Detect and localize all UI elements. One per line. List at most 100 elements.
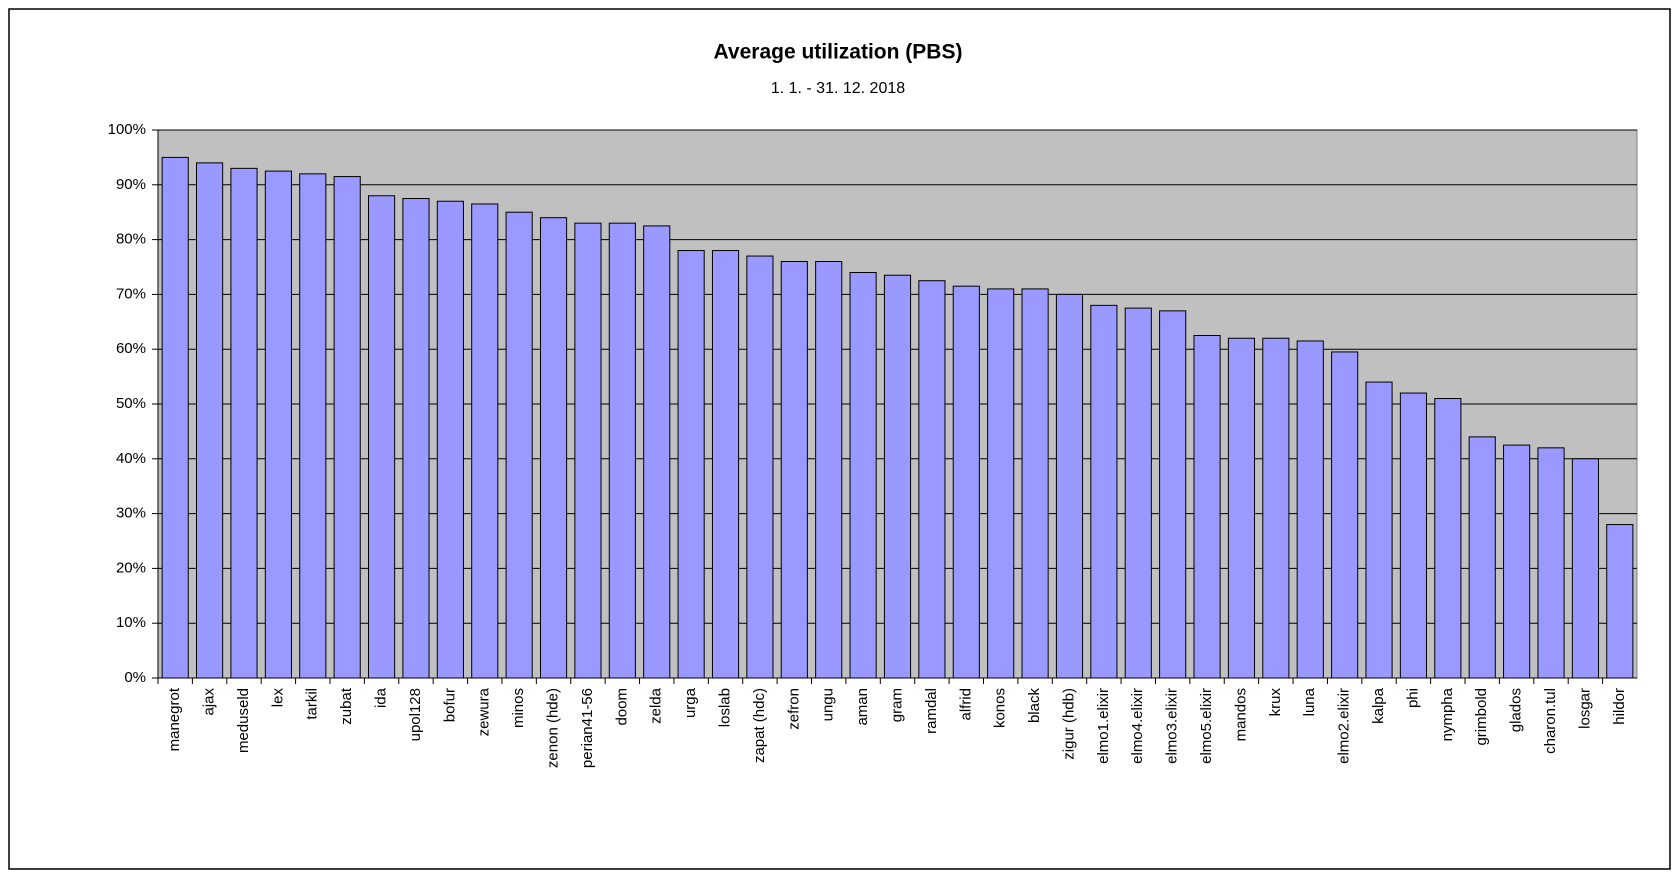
x-tick-label: zapat (hdc) bbox=[751, 688, 768, 763]
chart-title: Average utilization (PBS) bbox=[714, 41, 963, 64]
x-tick-label: aman bbox=[854, 688, 871, 726]
x-tick-label: doom bbox=[613, 688, 630, 726]
x-tick-label: luna bbox=[1301, 687, 1318, 716]
y-tick-label: 0% bbox=[124, 669, 146, 686]
x-tick-label: mandos bbox=[1232, 688, 1249, 741]
y-tick-label: 50% bbox=[116, 395, 146, 412]
x-tick-label: elmo4.elixir bbox=[1129, 688, 1146, 764]
bar bbox=[1021, 288, 1049, 679]
bar bbox=[918, 280, 946, 679]
x-tick-label: zubat bbox=[338, 687, 355, 725]
x-tick-label: black bbox=[1026, 688, 1043, 724]
bar bbox=[1296, 340, 1324, 679]
x-tick-label: zewura bbox=[476, 687, 493, 736]
bar bbox=[230, 167, 258, 679]
y-tick-label: 100% bbox=[108, 121, 146, 138]
bar bbox=[436, 200, 464, 679]
x-tick-label: lex bbox=[269, 688, 286, 708]
bar bbox=[1468, 436, 1496, 679]
x-tick-label: elmo2.elixir bbox=[1336, 688, 1353, 764]
x-tick-label: upol128 bbox=[407, 688, 424, 741]
bar bbox=[1055, 293, 1084, 679]
bar bbox=[815, 261, 843, 679]
bar bbox=[539, 217, 568, 679]
bar bbox=[746, 255, 774, 679]
bar bbox=[1124, 307, 1152, 679]
x-tick-label: minos bbox=[510, 688, 527, 728]
bar bbox=[196, 162, 224, 679]
bar bbox=[264, 170, 292, 679]
x-tick-label: ajax bbox=[201, 688, 218, 716]
x-tick-label: glados bbox=[1508, 688, 1525, 732]
x-tick-label: alfrid bbox=[957, 688, 974, 721]
y-tick-label: 60% bbox=[116, 340, 146, 357]
bar bbox=[608, 222, 636, 679]
bar bbox=[1090, 304, 1118, 679]
x-tick-label: konos bbox=[992, 688, 1009, 728]
bar bbox=[1227, 337, 1256, 679]
y-tick-label: 40% bbox=[116, 450, 146, 467]
bar bbox=[367, 195, 396, 679]
bar bbox=[574, 222, 602, 679]
x-tick-label: gram bbox=[888, 688, 905, 722]
bar bbox=[333, 176, 361, 679]
y-tick-label: 70% bbox=[116, 285, 146, 302]
x-tick-label: meduseld bbox=[235, 688, 252, 753]
bar bbox=[643, 225, 671, 679]
bar bbox=[1571, 458, 1599, 679]
x-tick-label: ramdal bbox=[923, 688, 940, 734]
bar bbox=[711, 250, 740, 679]
x-tick-label: zigur (hdb) bbox=[1060, 688, 1077, 760]
bar bbox=[1159, 310, 1187, 679]
x-tick-label: zelda bbox=[648, 687, 665, 724]
bar bbox=[402, 198, 430, 679]
x-tick-label: ungu bbox=[820, 688, 837, 721]
x-tick-label: elmo1.elixir bbox=[1095, 688, 1112, 764]
x-tick-label: krux bbox=[1267, 688, 1284, 717]
bar bbox=[1193, 335, 1221, 679]
y-tick-label: 80% bbox=[116, 231, 146, 248]
x-tick-label: bofur bbox=[441, 688, 458, 722]
bar bbox=[505, 211, 533, 679]
bar bbox=[780, 261, 808, 679]
x-tick-label: hildor bbox=[1611, 688, 1628, 725]
bar bbox=[677, 250, 705, 679]
bar bbox=[952, 285, 980, 679]
bar bbox=[987, 288, 1015, 679]
bar bbox=[1331, 351, 1359, 679]
x-tick-label: perian41-56 bbox=[579, 688, 596, 768]
x-tick-label: nympha bbox=[1439, 687, 1456, 741]
x-tick-label: zefron bbox=[785, 688, 802, 730]
x-tick-label: ida bbox=[373, 687, 390, 708]
bar bbox=[849, 271, 877, 679]
x-tick-label: phi bbox=[1404, 688, 1421, 708]
chart-subtitle: 1. 1. - 31. 12. 2018 bbox=[771, 80, 905, 97]
bar bbox=[471, 203, 499, 679]
x-tick-label: elmo3.elixir bbox=[1164, 688, 1181, 764]
x-tick-label: zenon (hde) bbox=[545, 688, 562, 768]
x-tick-label: loslab bbox=[716, 688, 733, 727]
x-tick-label: tarkil bbox=[304, 688, 321, 720]
bar bbox=[299, 173, 327, 679]
y-tick-label: 20% bbox=[116, 559, 146, 576]
bar bbox=[1262, 337, 1290, 679]
bar bbox=[1606, 524, 1634, 679]
bar bbox=[1365, 381, 1393, 679]
y-tick-label: 10% bbox=[116, 614, 146, 631]
bar bbox=[1537, 447, 1565, 679]
x-tick-label: elmo5.elixir bbox=[1198, 688, 1215, 764]
bar bbox=[161, 156, 189, 679]
bar bbox=[1434, 398, 1462, 679]
x-tick-label: charon.tul bbox=[1542, 688, 1559, 754]
x-tick-label: kalpa bbox=[1370, 687, 1387, 724]
y-tick-label: 90% bbox=[116, 176, 146, 193]
y-tick-label: 30% bbox=[116, 505, 146, 522]
bar bbox=[883, 274, 912, 679]
x-tick-label: urga bbox=[682, 687, 699, 718]
x-tick-label: grimbold bbox=[1473, 688, 1490, 746]
x-tick-label: manegrot bbox=[166, 687, 183, 751]
bar bbox=[1399, 392, 1428, 679]
bar bbox=[1503, 444, 1531, 679]
x-tick-label: losgar bbox=[1576, 688, 1593, 729]
